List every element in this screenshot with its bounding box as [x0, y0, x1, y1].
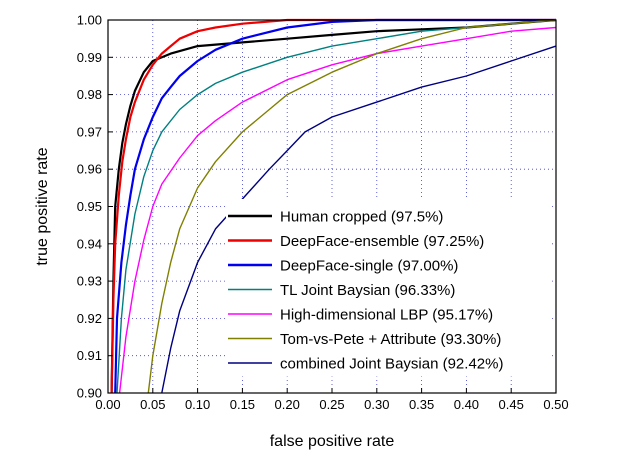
series-line-2: [110, 18, 556, 394]
series-line-5: [118, 26, 557, 394]
series-lines: [110, 18, 557, 394]
x-tick-label: 0.15: [230, 397, 255, 412]
y-tick-label: 0.90: [77, 386, 102, 401]
x-tick-label: 0.10: [185, 397, 210, 412]
y-tick-label: 0.93: [77, 274, 102, 289]
axis-ticks: 0.00 0.05 0.10 0.15 0.20 0.25 0.30 0.35 0.40 0.45…: [77, 13, 569, 413]
y-axis-label: true positive rate: [34, 147, 51, 265]
legend-label: DeepFace-ensemble (97.25%): [280, 233, 484, 250]
legend-background: [226, 199, 552, 377]
y-tick-label: 0.95: [77, 199, 102, 214]
x-tick-label: 0.20: [275, 397, 300, 412]
legend-label: Tom-vs-Pete + Attribute (93.30%): [280, 331, 501, 348]
y-tick-label: 1.00: [77, 13, 102, 28]
legend-label: Human cropped (97.5%): [280, 209, 443, 226]
series-line-4: [116, 19, 557, 394]
y-tick-label: 0.92: [77, 311, 102, 326]
legend-label: TL Joint Baysian (96.33%): [280, 282, 455, 299]
x-tick-label: 0.45: [499, 397, 524, 412]
x-tick-label: 0.25: [319, 397, 344, 412]
y-tick-label: 0.94: [77, 236, 102, 251]
legend-label: DeepFace-single (97.00%): [280, 258, 458, 275]
y-tick-label: 0.91: [77, 348, 102, 363]
x-tick-label: 0.30: [364, 397, 389, 412]
y-tick-label: 0.97: [77, 124, 102, 139]
x-tick-label: 0.00: [95, 397, 120, 412]
x-tick-label: 0.35: [409, 397, 434, 412]
series-line-1: [110, 18, 557, 394]
series-line-3: [114, 18, 556, 394]
x-axis-label: false positive rate: [270, 433, 395, 450]
legend: Human cropped (97.5%) DeepFace-ensemble (…: [226, 199, 552, 377]
y-tick-label: 0.98: [77, 87, 102, 102]
x-tick-label: 0.50: [543, 397, 568, 412]
x-tick-label: 0.40: [454, 397, 479, 412]
series-line-7: [161, 45, 557, 394]
y-tick-label: 0.99: [77, 50, 102, 65]
y-tick-label: 0.96: [77, 162, 102, 177]
legend-label: High-dimensional LBP (95.17%): [280, 307, 493, 324]
series-line-6: [147, 19, 557, 394]
legend-label: combined Joint Baysian (92.42%): [280, 356, 503, 373]
x-tick-label: 0.05: [140, 397, 165, 412]
